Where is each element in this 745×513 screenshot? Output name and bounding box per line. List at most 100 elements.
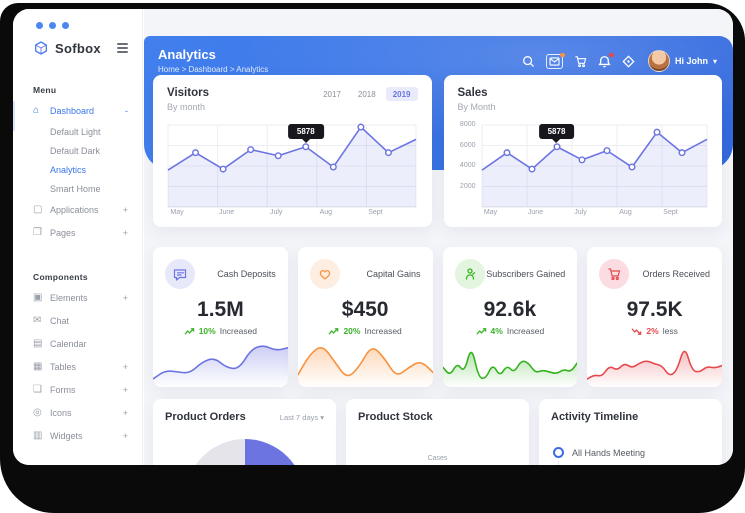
sofbox-logo-icon (33, 40, 49, 56)
expand-toggle[interactable]: + (122, 430, 128, 441)
sidebar-item-label: Calendar (50, 338, 87, 349)
content: Visitors By month 2017 2018 2019 May June… (144, 9, 733, 465)
change-percent: 2% (646, 326, 659, 336)
cart-icon[interactable] (574, 55, 587, 68)
sidebar-item-widgets[interactable]: ▥ Widgets + (13, 424, 142, 447)
icons-icon: ◎ (33, 407, 42, 418)
expand-toggle[interactable]: + (122, 227, 128, 238)
applications-icon: ▢ (33, 204, 43, 215)
search-icon[interactable] (522, 55, 535, 68)
card-title: Sales (457, 87, 488, 99)
orders-sparkline (587, 341, 722, 387)
product-stock-card: Product Stock Cases (346, 399, 529, 465)
chevron-down-icon: ▾ (320, 412, 324, 422)
fullscreen-icon[interactable] (622, 54, 635, 68)
page-heading: Analytics Home > Dashboard > Analytics (158, 47, 268, 74)
change-text: Increased (506, 326, 545, 336)
visitors-line-chart[interactable]: May June July Aug Sept 5878 (167, 119, 418, 219)
chart-tooltip: 5878 (538, 123, 575, 139)
window-control-dot[interactable] (62, 22, 69, 29)
card-title: Activity Timeline (551, 411, 639, 423)
sidebar-item-applications[interactable]: ▢ Applications + (13, 198, 142, 221)
menu-section-label: Menu (33, 85, 57, 95)
forms-icon: ❏ (33, 384, 42, 395)
sidebar-item-calendar[interactable]: ▤ Calendar (13, 332, 142, 355)
stat-label: Orders Received (642, 269, 710, 279)
stat-value: 92.6k (483, 298, 537, 321)
sales-card: Sales By Month 8000 6000 4000 2000 May June Ju… (443, 75, 722, 227)
sidebar-item-dashboard[interactable]: ⌂ Dashboard - (13, 99, 142, 131)
change-percent: 10% (198, 326, 216, 336)
year-filter: 2017 2018 2019 (316, 87, 418, 112)
sidebar-subitem-default-dark[interactable]: Default Dark (50, 145, 101, 156)
year-tab-2019[interactable]: 2019 (385, 87, 418, 101)
sidebar-item-icons[interactable]: ◎ Icons + (13, 401, 142, 424)
elements-icon: ▣ (33, 292, 43, 303)
expand-toggle[interactable]: + (122, 361, 128, 372)
stat-card-cash-deposits: Cash Deposits 1.5M 10% Increased (153, 247, 288, 387)
sidebar-item-label: Pages (50, 227, 76, 238)
sidebar-subitem-analytics[interactable]: Analytics (50, 164, 87, 175)
sidebar-item-forms[interactable]: ❏ Forms + (13, 378, 142, 401)
expand-toggle[interactable]: + (122, 407, 128, 418)
visitors-card: Visitors By month 2017 2018 2019 May June… (153, 75, 432, 227)
user-greeting: Hi John (674, 56, 708, 66)
main-area: Analytics Home > Dashboard > Analytics (144, 9, 733, 465)
timeline-item[interactable]: All Hands Meeting (551, 447, 710, 465)
card-subtitle: By Month (457, 102, 496, 112)
timeline-dot (553, 447, 564, 458)
sidebar-item-pages[interactable]: ❐ Pages + (13, 221, 142, 244)
window-control-dot[interactable] (49, 22, 56, 29)
stat-card-orders-received: Orders Received 97.5K 2% less (587, 247, 722, 387)
timeline-connector (557, 461, 559, 465)
mail-badge (560, 52, 565, 57)
home-icon: ⌂ (33, 105, 40, 116)
sidebar-item-label: Icons (50, 407, 72, 418)
sidebar-subitem-smart-home[interactable]: Smart Home (50, 183, 101, 194)
notification-bell-icon[interactable] (598, 52, 614, 68)
stat-change: 10% Increased (165, 326, 276, 336)
stat-label: Capital Gains (366, 269, 421, 279)
expand-toggle[interactable]: + (122, 204, 128, 215)
card-subtitle: By month (167, 102, 206, 112)
year-tab-2018[interactable]: 2018 (357, 89, 376, 99)
sidebar: Sofbox Menu ⌂ Dashboard - Default Light … (13, 9, 143, 465)
expand-toggle[interactable]: + (122, 292, 128, 303)
subscribers-sparkline (442, 341, 578, 387)
user-menu[interactable]: Hi John ▾ (647, 50, 717, 72)
widgets-icon: ▥ (33, 430, 43, 441)
breadcrumb[interactable]: Home > Dashboard > Analytics (158, 65, 269, 74)
mail-icon[interactable] (545, 52, 565, 69)
expand-toggle[interactable]: + (122, 384, 128, 395)
timeline-label: All Hands Meeting (572, 448, 646, 458)
trend-down-icon (631, 327, 642, 336)
axis-label: Cases (427, 455, 448, 462)
stat-change: 2% less (599, 326, 710, 336)
calendar-icon: ▤ (33, 338, 43, 349)
stat-value: $450 (341, 298, 389, 321)
collapse-toggle[interactable]: - (125, 105, 128, 116)
change-percent: 20% (343, 326, 361, 336)
sidebar-item-tables[interactable]: ▦ Tables + (13, 355, 142, 378)
window-control-dot[interactable] (36, 22, 43, 29)
sidebar-item-label: Applications (50, 204, 99, 215)
change-text: less (662, 326, 678, 336)
sidebar-item-elements[interactable]: ▣ Elements + (13, 286, 142, 309)
sales-line-chart[interactable]: 8000 6000 4000 2000 May June July Aug Sept 5878 (458, 119, 709, 219)
sidebar-subitem-default-light[interactable]: Default Light (50, 126, 101, 137)
product-orders-card: Product Orders Last 7 days ▾ (153, 399, 336, 465)
stat-label: Cash Deposits (217, 269, 276, 279)
sidebar-toggle-icon[interactable] (115, 41, 130, 55)
active-indicator (13, 101, 15, 131)
sidebar-item-chat[interactable]: ✉ Chat (13, 309, 142, 332)
year-tab-2017[interactable]: 2017 (323, 89, 341, 99)
sidebar-item-label: Tables (50, 361, 77, 372)
sidebar-item-label: Chat (50, 315, 70, 326)
person-icon (454, 259, 485, 289)
logo-row: Sofbox (13, 39, 142, 57)
avatar (647, 50, 670, 72)
sidebar-item-label: Widgets (50, 430, 83, 441)
date-range-dropdown[interactable]: Last 7 days ▾ (279, 412, 324, 422)
change-text: Increased (219, 326, 258, 336)
stat-change: 20% Increased (310, 326, 421, 336)
